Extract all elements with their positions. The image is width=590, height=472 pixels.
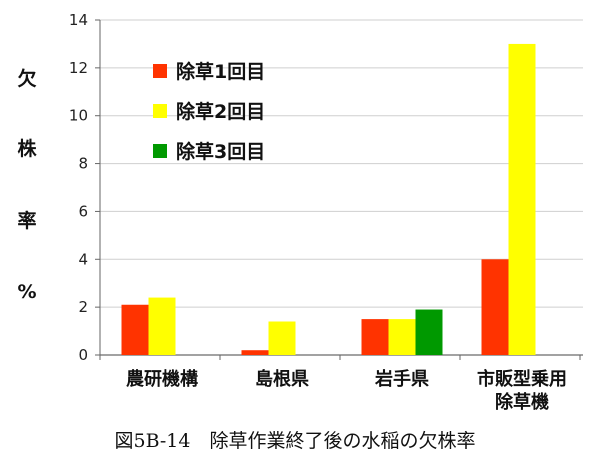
legend-label-3: 除草3回目 [176, 140, 265, 163]
x-category-label: 農研機構 [126, 368, 198, 390]
bar-2-4 [508, 43, 536, 356]
x-category-label: 市販型乗用 [477, 368, 567, 390]
legend-swatch-3 [153, 144, 167, 158]
y-axis-label: % [17, 281, 36, 303]
bar-2-1 [148, 297, 176, 355]
legend-label-1: 除草1回目 [176, 60, 265, 83]
y-axis-label: 欠 [17, 67, 36, 90]
legend-label-2: 除草2回目 [176, 100, 265, 123]
y-tick-label: 2 [78, 298, 88, 316]
y-axis-label: 株 [17, 137, 37, 160]
bar-1-2 [241, 350, 269, 355]
bar-1-3 [361, 319, 389, 355]
x-category-label: 岩手県 [374, 368, 429, 390]
bar-2-2 [268, 321, 296, 355]
legend-swatch-1 [153, 64, 167, 78]
y-tick-label: 0 [78, 346, 88, 364]
y-tick-label: 6 [78, 202, 88, 220]
bar-2-3 [388, 319, 416, 355]
bar-3-3 [415, 309, 443, 355]
legend-swatch-2 [153, 104, 167, 118]
x-category-label: 除草機 [495, 391, 549, 413]
x-category-label: 島根県 [255, 368, 309, 390]
y-tick-label: 4 [78, 250, 88, 268]
bar-1-4 [481, 259, 509, 355]
figure-caption: 図5B-14 除草作業終了後の水稲の欠株率 [114, 430, 475, 452]
y-tick-label: 10 [69, 107, 88, 125]
y-tick-label: 12 [69, 59, 88, 77]
y-axis-label: 率 [17, 209, 36, 232]
y-tick-label: 14 [69, 11, 88, 29]
bar-1-1 [121, 304, 149, 355]
y-tick-label: 8 [78, 155, 88, 173]
